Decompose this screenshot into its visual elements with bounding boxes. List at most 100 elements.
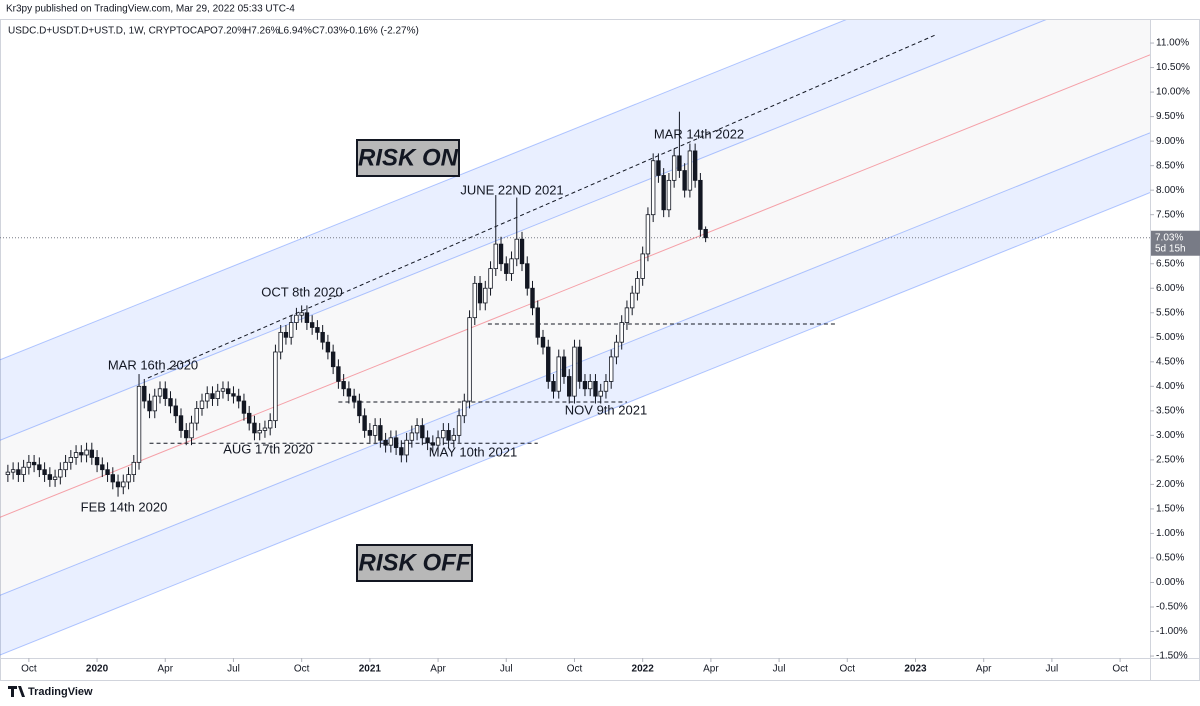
- y-tick-label: 6.50%: [1156, 258, 1184, 269]
- candle-body: [236, 395, 241, 402]
- candle-body: [351, 395, 357, 402]
- y-tick-label: 4.50%: [1156, 356, 1184, 367]
- candle-body: [582, 381, 588, 390]
- x-tick-label: 2020: [86, 664, 109, 675]
- candle-body: [63, 461, 68, 471]
- candle-body: [614, 341, 619, 358]
- y-tick-label: 2.00%: [1156, 479, 1184, 490]
- candle-body: [136, 385, 142, 463]
- candle-body: [105, 469, 110, 475]
- y-tick-label: 0.00%: [1156, 577, 1184, 588]
- candle-body: [288, 322, 294, 338]
- candle-body: [309, 322, 315, 328]
- legend-value: C7.03%: [312, 26, 348, 37]
- candle-body: [241, 400, 247, 414]
- candle-body: [383, 439, 388, 446]
- candle-body: [687, 150, 693, 191]
- candle-body: [577, 346, 582, 382]
- candle-body: [619, 322, 624, 343]
- candle-body: [184, 430, 189, 439]
- candle-body: [629, 292, 635, 309]
- x-tick-label: 2022: [632, 664, 655, 675]
- x-tick-label: 2023: [904, 664, 927, 675]
- candle-body: [152, 395, 157, 412]
- candle-body: [435, 437, 441, 446]
- candle-body: [16, 469, 21, 475]
- candle-body: [205, 393, 210, 402]
- candle-body: [451, 434, 457, 441]
- overlay: MAR 16th 2020 OCT 8th 2020 JUNE 22ND 2021 M…: [81, 126, 744, 582]
- candle-body: [157, 388, 163, 397]
- label-box: [356, 544, 473, 582]
- y-tick-label: 10.50%: [1156, 62, 1190, 73]
- candle-body: [504, 263, 509, 274]
- candle-body: [514, 238, 519, 260]
- x-tick-label: Oct: [1112, 664, 1128, 675]
- candle-body: [247, 412, 252, 424]
- legend-value: H7.26%: [244, 26, 280, 37]
- x-tick-label: Jul: [773, 664, 786, 675]
- candle-body: [273, 351, 278, 422]
- candle-body: [299, 312, 304, 316]
- candle-body: [409, 432, 415, 441]
- candle-body: [52, 476, 58, 480]
- candle-body: [58, 469, 63, 478]
- legend-value: O7.20%: [210, 26, 246, 37]
- y-tick-label: 8.50%: [1156, 160, 1184, 171]
- candle-body: [21, 466, 26, 475]
- candle-body: [320, 331, 325, 343]
- candle-body: [199, 400, 205, 409]
- candle-body: [441, 430, 446, 439]
- candle-body: [315, 327, 320, 333]
- plot-area: [0, 20, 1150, 656]
- candle-body: [110, 474, 115, 483]
- candle-body: [336, 366, 341, 382]
- candle-body: [126, 474, 131, 483]
- y-tick-label: 9.50%: [1156, 111, 1184, 122]
- y-tick-label: 3.50%: [1156, 405, 1184, 416]
- candle-body: [462, 400, 467, 417]
- candle-body: [173, 405, 178, 417]
- candle-body: [404, 439, 409, 456]
- candle-body: [89, 449, 95, 458]
- candle-body: [121, 481, 126, 488]
- x-tick-label: Apr: [976, 664, 992, 675]
- candle-body: [163, 388, 168, 399]
- candle-body: [498, 243, 504, 265]
- candle-body: [68, 457, 74, 463]
- channel-line: [0, 20, 1047, 441]
- candle-body: [267, 420, 273, 429]
- y-tick-label: 4.00%: [1156, 381, 1184, 392]
- candle-body: [645, 214, 651, 255]
- y-tick-label: 8.00%: [1156, 185, 1184, 196]
- candle-body: [624, 307, 630, 323]
- candle-body: [357, 400, 362, 417]
- candle-body: [178, 415, 184, 431]
- candle-body: [47, 474, 53, 480]
- candle-body: [535, 307, 540, 338]
- channel-upper-band: [0, 20, 1046, 441]
- candle-body: [79, 452, 84, 456]
- candle-body: [325, 341, 331, 353]
- candle-body: [215, 390, 220, 399]
- candle-body: [467, 317, 472, 402]
- countdown: 5d 15h: [1155, 243, 1186, 254]
- annotation: MAY 10th 2021: [429, 444, 517, 459]
- channel-line: [0, 20, 847, 361]
- x-tick-label: Oct: [294, 664, 310, 675]
- label-box: [356, 139, 460, 177]
- annotation: FEB 14th 2020: [81, 499, 168, 514]
- candle-body: [556, 356, 561, 392]
- candle-body: [42, 469, 47, 475]
- candle-body: [100, 464, 105, 471]
- legend-value: -0.16% (-2.27%): [346, 26, 419, 37]
- x-tick-label: Oct: [840, 664, 856, 675]
- y-tick-label: 11.00%: [1156, 38, 1189, 49]
- candle-body: [131, 461, 136, 475]
- candle-body: [372, 425, 378, 436]
- y-tick-label: 7.50%: [1156, 209, 1184, 220]
- symbol: USDC.D+USDT.D+UST.D, 1W, CRYPTOCAP: [8, 26, 211, 37]
- x-tick-label: Oct: [21, 664, 37, 675]
- candle-body: [168, 398, 173, 407]
- x-tick-label: 2021: [359, 664, 382, 675]
